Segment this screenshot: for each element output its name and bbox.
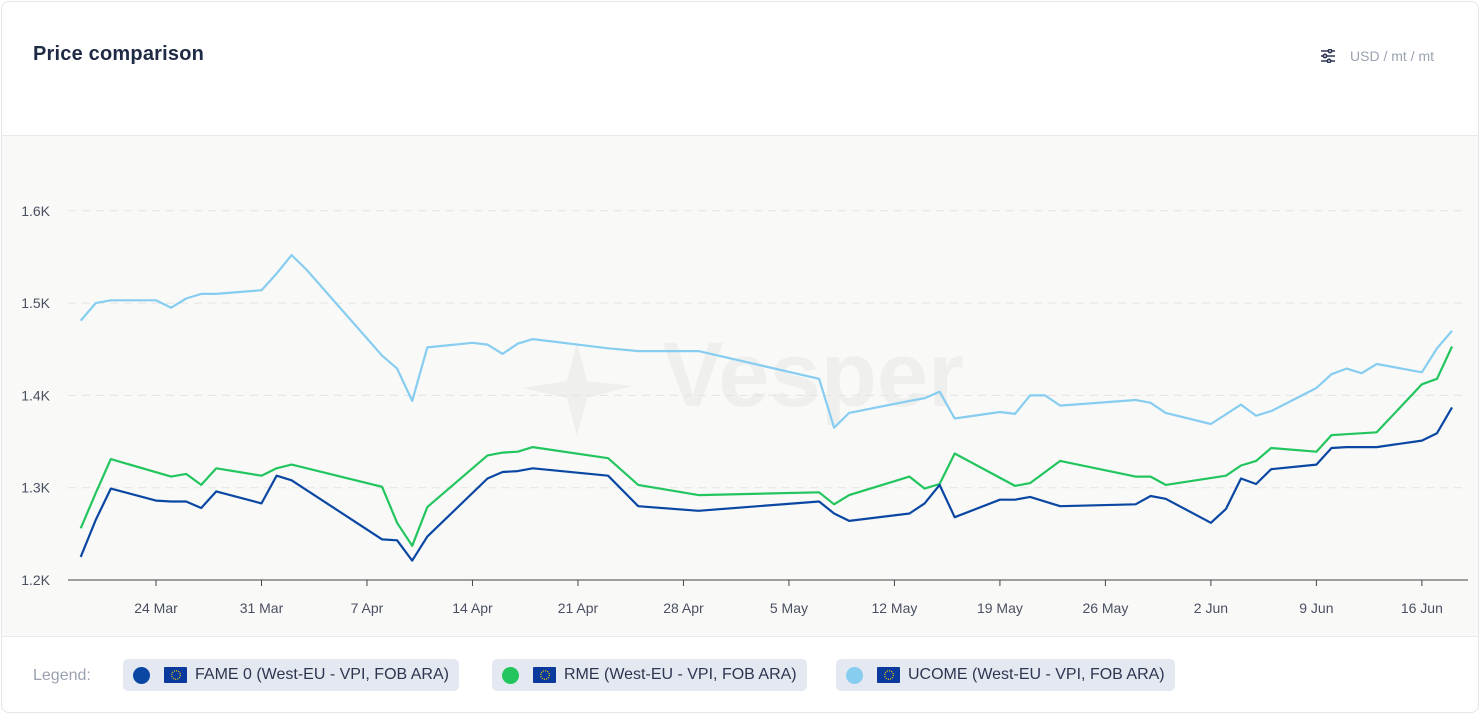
legend-item-label: UCOME (West-EU - VPI, FOB ARA) <box>908 666 1165 683</box>
page-title: Price comparison <box>33 43 205 65</box>
legend-label: Legend: <box>33 667 91 684</box>
eu-flag-icon <box>877 667 900 683</box>
x-tick-label: 24 Mar <box>134 600 178 616</box>
chart-area: Vesper 1.2K 1.3K 1.4K 1.5K 1.6K 24 Mar 31 Mar 7 … <box>2 135 1478 637</box>
line-chart: Vesper 1.2K 1.3K 1.4K 1.5K 1.6K 24 Mar 31 Mar 7 … <box>21 203 1468 616</box>
x-tick-label: 16 Jun <box>1401 600 1443 616</box>
x-tick-label: 19 May <box>977 600 1023 616</box>
legend: Legend: FAME 0 (West-EU - VPI, FOB ARA) … <box>2 658 1478 692</box>
unit-selector[interactable]: USD / mt / mt <box>1320 48 1434 64</box>
y-tick-label: 1.5K <box>21 295 50 311</box>
x-tick-label: 2 Jun <box>1194 600 1228 616</box>
y-tick-label: 1.3K <box>21 480 50 496</box>
x-tick-label: 26 May <box>1082 600 1128 616</box>
eu-flag-icon <box>533 667 556 683</box>
series-line-rme <box>79 346 1453 547</box>
x-tick-label: 9 Jun <box>1299 600 1333 616</box>
x-tick-label: 12 May <box>871 600 917 616</box>
legend-item-rme[interactable]: RME (West-EU - VPI, FOB ARA) <box>492 659 807 691</box>
watermark-logo: Vesper <box>662 324 964 426</box>
legend-item-label: FAME 0 (West-EU - VPI, FOB ARA) <box>195 666 449 683</box>
legend-item-label: RME (West-EU - VPI, FOB ARA) <box>564 666 797 683</box>
y-tick-label: 1.2K <box>21 572 50 588</box>
legend-item-fame0[interactable]: FAME 0 (West-EU - VPI, FOB ARA) <box>123 659 459 691</box>
series-line-fame0 <box>79 406 1453 562</box>
series-dot-icon <box>846 666 863 684</box>
unit-label: USD / mt / mt <box>1350 48 1434 64</box>
x-tick-label: 14 Apr <box>452 600 493 616</box>
legend-item-ucome[interactable]: UCOME (West-EU - VPI, FOB ARA) <box>836 659 1175 691</box>
watermark-star-icon <box>522 341 632 436</box>
series-line-ucome <box>79 254 1453 429</box>
sliders-icon[interactable] <box>1320 49 1336 63</box>
x-tick-label: 21 Apr <box>558 600 599 616</box>
x-tick-label: 28 Apr <box>663 600 704 616</box>
y-tick-label: 1.6K <box>21 203 50 219</box>
series-dot-icon <box>133 666 150 684</box>
x-tick-label: 5 May <box>770 600 808 616</box>
y-tick-label: 1.4K <box>21 387 50 403</box>
x-tick-label: 31 Mar <box>240 600 284 616</box>
x-tick-label: 7 Apr <box>351 600 384 616</box>
eu-flag-icon <box>164 667 187 683</box>
series-dot-icon <box>502 666 519 684</box>
